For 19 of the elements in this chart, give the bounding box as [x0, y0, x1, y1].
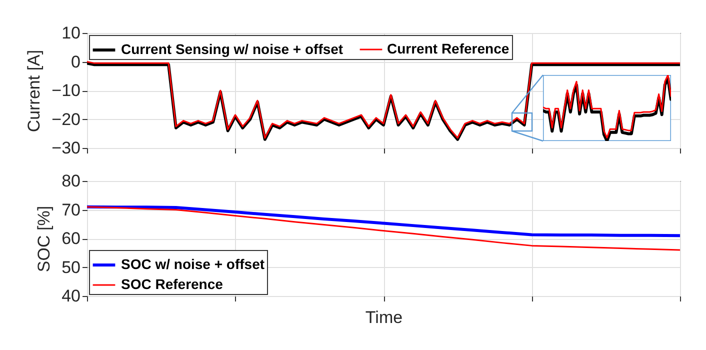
y-axis-title: SOC [%]	[34, 206, 54, 272]
x-axis-title: Time	[365, 308, 403, 327]
y-tick-label: 60	[62, 229, 80, 248]
y-tick-label: 0	[71, 52, 80, 72]
y-tick-label: −20	[52, 110, 80, 129]
y-tick-label: −10	[52, 81, 80, 100]
y-tick-label: −30	[52, 138, 80, 158]
y-tick-label: 70	[62, 200, 80, 220]
legend-label: SOC Reference	[121, 276, 224, 292]
y-tick-label: 80	[62, 172, 80, 190]
line-series	[87, 206, 680, 251]
y-tick-label: 40	[62, 286, 80, 306]
y-tick-label: 50	[62, 258, 80, 277]
y-axis-title: Current [A]	[24, 50, 44, 132]
y-tick-label: 10	[62, 24, 80, 42]
line-series	[87, 205, 680, 238]
legend-label: SOC w/ noise + offset	[121, 256, 265, 272]
legend-label: Current Reference	[387, 40, 510, 56]
legend-label: Current Sensing w/ noise + offset	[121, 41, 344, 57]
